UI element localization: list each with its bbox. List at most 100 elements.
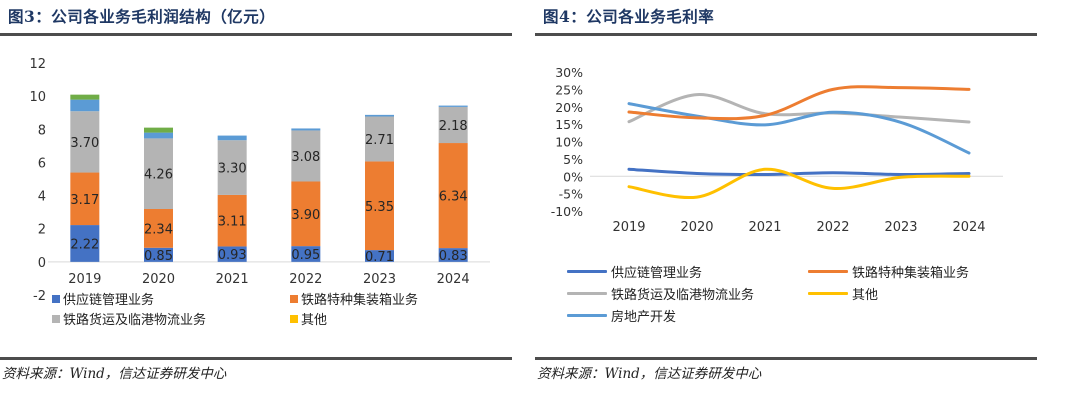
- y-tick-label: 4: [38, 190, 46, 205]
- y-tick-label: 10: [29, 90, 46, 105]
- data-label: 3.08: [291, 150, 320, 165]
- bar-segment-series-5-2020: [144, 127, 173, 133]
- data-label: 0.85: [144, 249, 173, 264]
- data-label: 3.17: [70, 193, 99, 208]
- source-divider: [0, 357, 512, 360]
- bar-segment-series-0-2023: [365, 250, 394, 262]
- source-note: 资料来源：Wind，信达证券研发中心: [2, 366, 227, 382]
- x-tick-label: 2024: [437, 272, 470, 287]
- legend-item-series-3: 其他: [290, 309, 327, 328]
- legend-swatch: [567, 292, 607, 295]
- x-tick-label: 2022: [816, 220, 849, 235]
- line-series-0: [627, 167, 971, 177]
- bar-segment-series-0-2019: [70, 225, 100, 262]
- x-tick-label: 2020: [142, 272, 175, 287]
- legend-label: 铁路特种集装箱业务: [301, 293, 419, 308]
- data-label: 0.71: [365, 250, 394, 265]
- figure-title: 图3：公司各业务毛利润结构（亿元）: [8, 7, 276, 26]
- source-note: 资料来源：Wind，信达证券研发中心: [537, 366, 762, 382]
- legend-label: 其他: [301, 313, 328, 328]
- bar-segment-series-2-2020: [144, 138, 173, 209]
- legend-label: 其他: [852, 288, 879, 303]
- line-series-4: [627, 102, 971, 155]
- legend-label: 供应链管理业务: [63, 293, 155, 308]
- data-label: 3.30: [218, 162, 247, 177]
- figure-3-panel: 图3：公司各业务毛利润结构（亿元） -2 0 2 4 6 8 10 12 2.22 3.17 3.7…: [0, 0, 512, 409]
- legend-label: 供应链管理业务: [611, 266, 703, 281]
- x-tick-label: 2024: [952, 220, 985, 235]
- y-tick-label: 12: [29, 57, 46, 72]
- legend-item-series-2: 铁路货运及临港物流业务: [52, 309, 206, 328]
- x-tick-label: 2022: [289, 272, 322, 287]
- bar-chart-legend: 供应链管理业务 铁路特种集装箱业务铁路货运及临港物流业务 其他: [52, 289, 502, 339]
- bar-segment-series-1-2024: [438, 143, 468, 249]
- data-label: 3.90: [291, 208, 320, 223]
- data-label: 2.71: [365, 133, 394, 148]
- figure-4-panel: 图4：公司各业务毛利率 -10% -5% 0% 5% 10% 15% 20% 25% 30% 20…: [535, 0, 1073, 409]
- bar-segment-series-0-2021: [217, 246, 247, 262]
- bar-segment-series-4-2020: [144, 132, 173, 139]
- legend-swatch: [808, 270, 848, 273]
- title-divider: [0, 33, 512, 36]
- legend-swatch: [290, 314, 298, 323]
- bar-segment-series-1-2021: [217, 194, 247, 247]
- line-chart-legend: 供应链管理业务 铁路特种集装箱业务铁路货运及临港物流业务 其他房地产开发: [567, 262, 1047, 332]
- bar-segment-series-4-2023: [365, 114, 394, 117]
- bar-segment-series-1-2020: [144, 208, 173, 248]
- data-label: 0.93: [218, 248, 247, 263]
- bar-segment-series-2-2023: [365, 116, 394, 162]
- legend-swatch: [52, 314, 60, 323]
- title-divider: [535, 33, 1037, 36]
- line-series-1: [627, 85, 971, 121]
- y-tick-label: 5%: [563, 152, 583, 167]
- legend-item-series-1: 铁路特种集装箱业务: [808, 262, 969, 281]
- legend-item-series-4: 房地产开发: [567, 306, 676, 325]
- legend-item-series-1: 铁路特种集装箱业务: [290, 289, 418, 308]
- legend-swatch: [567, 270, 607, 273]
- data-label: 3.11: [218, 215, 247, 230]
- bar-segment-series-2-2022: [291, 130, 321, 182]
- legend-swatch: [808, 292, 848, 295]
- legend-item-series-0: 供应链管理业务: [567, 262, 702, 281]
- y-tick-label: -2: [33, 289, 46, 304]
- legend-label: 房地产开发: [611, 310, 677, 325]
- x-tick-label: 2023: [884, 220, 917, 235]
- bar-segment-series-2-2019: [70, 111, 100, 173]
- legend-item-series-2: 铁路货运及临港物流业务: [567, 284, 754, 303]
- legend-swatch: [567, 314, 607, 317]
- y-tick-label: 20%: [555, 100, 583, 115]
- line-series-2: [627, 93, 971, 124]
- legend-swatch: [290, 294, 298, 303]
- data-label: 0.95: [291, 248, 320, 263]
- legend-swatch: [52, 294, 60, 303]
- x-tick-label: 2021: [216, 272, 249, 287]
- legend-label: 铁路货运及临港物流业务: [611, 288, 755, 303]
- y-tick-label: -10%: [551, 204, 583, 219]
- y-tick-label: 8: [38, 123, 46, 138]
- x-tick-label: 2021: [748, 220, 781, 235]
- legend-item-series-0: 供应链管理业务: [52, 289, 154, 308]
- y-tick-label: 25%: [555, 82, 583, 97]
- data-label: 2.34: [144, 222, 173, 237]
- data-label: 6.34: [439, 190, 468, 205]
- data-label: 5.35: [365, 200, 394, 215]
- y-tick-label: 15%: [555, 117, 583, 132]
- line-series-3: [627, 167, 971, 200]
- data-label: 3.70: [70, 136, 99, 151]
- x-tick-label: 2020: [680, 220, 713, 235]
- data-label: 2.22: [70, 237, 99, 252]
- bar-segment-series-4-2022: [291, 128, 321, 131]
- y-tick-label: 10%: [555, 135, 583, 150]
- source-divider: [535, 357, 1037, 360]
- y-tick-label: 0%: [563, 169, 583, 184]
- bar-segment-series-0-2022: [291, 246, 321, 262]
- x-tick-label: 2019: [68, 272, 101, 287]
- line-chart: -10% -5% 0% 5% 10% 15% 20% 25% 30% 2019 2020 2021 20…: [551, 65, 1003, 235]
- data-label: 0.83: [439, 249, 468, 264]
- bar-segment-series-4-2021: [217, 135, 247, 141]
- bar-segment-series-4-2019: [70, 99, 100, 112]
- y-tick-label: 2: [38, 223, 46, 238]
- data-label: 2.18: [439, 119, 468, 134]
- bar-segment-series-5-2019: [70, 94, 100, 100]
- y-tick-label: 0: [38, 256, 46, 271]
